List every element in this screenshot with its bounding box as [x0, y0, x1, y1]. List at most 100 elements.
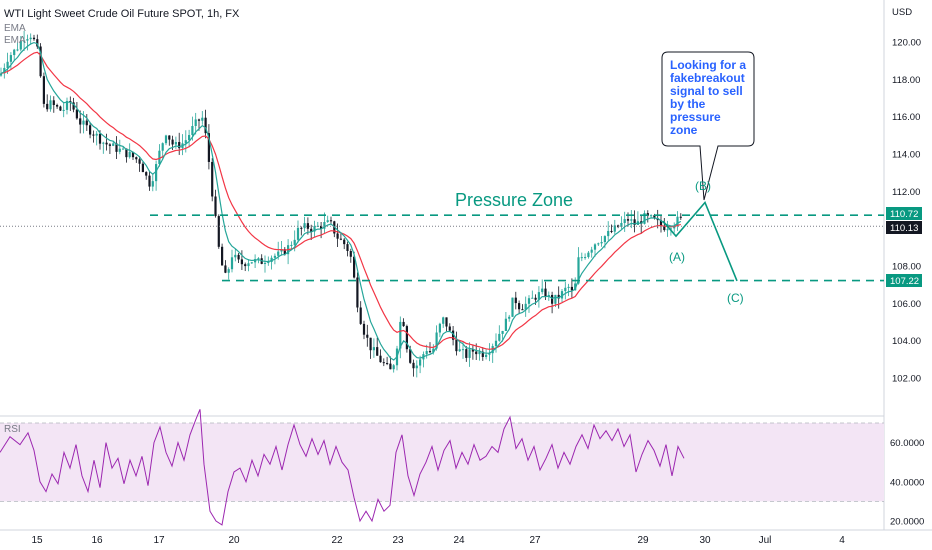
candle-body: [676, 216, 679, 226]
candle-body: [461, 349, 465, 351]
candle-body: [508, 316, 511, 319]
candle: [194, 112, 197, 135]
candle: [336, 223, 339, 248]
candle: [75, 101, 78, 120]
candle-body: [458, 349, 461, 352]
candle-body: [227, 269, 230, 273]
time-tick-label: 30: [699, 535, 711, 546]
candle: [85, 114, 88, 131]
candle-body: [0, 73, 3, 76]
candle-body: [92, 134, 95, 136]
candle-body: [359, 307, 362, 324]
candle-body: [178, 142, 181, 149]
candle: [468, 342, 471, 367]
candle: [570, 278, 573, 298]
candle-body: [234, 254, 237, 258]
candle: [59, 105, 62, 112]
time-tick-label: 27: [529, 535, 541, 546]
candle: [65, 97, 69, 115]
candle-body: [659, 220, 663, 226]
chart-title: WTI Light Sweet Crude Oil Future SPOT, 1…: [4, 8, 240, 20]
candle: [151, 173, 154, 192]
candle-body: [89, 125, 92, 135]
candle: [587, 250, 590, 259]
candle: [498, 325, 501, 342]
candle-body: [445, 317, 448, 327]
candle: [620, 216, 623, 229]
candle-body: [349, 250, 352, 257]
candle-body: [511, 297, 514, 317]
time-tick-label: 20: [228, 535, 240, 546]
candle: [224, 260, 227, 274]
candle: [234, 248, 237, 262]
candle: [650, 214, 653, 218]
candle-body: [145, 172, 148, 176]
candle: [366, 324, 369, 347]
candle-body: [455, 339, 458, 352]
price-tick-label: 102.00: [892, 374, 921, 385]
candle: [207, 124, 210, 170]
candle-body: [250, 262, 253, 264]
price-axis[interactable]: USD 120.00 118.00 116.00 114.00 112.00 108.00…: [886, 7, 922, 385]
candle: [590, 246, 593, 258]
candle-body: [554, 294, 557, 304]
candle-body: [666, 229, 669, 231]
candle-body: [551, 294, 554, 304]
time-axis[interactable]: 15 16 17 20 22 23 24 27 29 30 Jul 4: [31, 535, 845, 546]
candle-body: [613, 225, 616, 232]
candle-body: [653, 215, 656, 219]
candle-body: [498, 333, 501, 341]
candle: [514, 291, 517, 310]
candle: [178, 132, 181, 155]
candle: [508, 314, 511, 322]
candle: [679, 213, 682, 220]
candle: [42, 72, 45, 108]
candle-body: [49, 100, 52, 110]
candle-body: [339, 238, 342, 240]
candle: [300, 226, 303, 236]
candle: [164, 134, 168, 146]
candle: [89, 121, 92, 139]
candle: [217, 214, 220, 249]
candle: [518, 300, 521, 315]
candle: [455, 331, 458, 356]
candle: [247, 259, 250, 272]
candle: [138, 156, 141, 172]
candle-body: [481, 351, 484, 357]
candle: [485, 349, 488, 360]
indicator-label-ema-2[interactable]: EMA: [4, 35, 26, 46]
level-current-badge: [886, 221, 922, 234]
candle-body: [174, 142, 177, 145]
candle-body: [471, 349, 474, 352]
candle: [610, 224, 613, 234]
callout-line-6: zone: [670, 123, 698, 137]
callout-line-2: fakebreakout: [670, 71, 745, 85]
candle: [174, 136, 177, 149]
candle-body: [389, 363, 392, 370]
candle-body: [366, 334, 369, 338]
price-tick-label: 104.00: [892, 336, 921, 347]
candle: [676, 211, 679, 231]
candle: [412, 359, 415, 377]
candle-body: [263, 262, 267, 264]
candle: [316, 221, 319, 228]
candle-body: [590, 249, 593, 253]
candle-body: [329, 220, 333, 222]
candle-body: [415, 365, 418, 369]
candle-body: [65, 100, 69, 110]
candle: [643, 210, 646, 225]
candle-body: [141, 163, 144, 173]
candle: [326, 215, 329, 223]
candle-body: [580, 257, 583, 259]
candle: [214, 189, 217, 218]
rsi-pane[interactable]: RSI 60.0000 40.0000 20.0000: [0, 409, 924, 528]
candle-body: [399, 321, 402, 349]
candle-body: [593, 244, 597, 250]
indicator-label-ema-1[interactable]: EMA: [4, 23, 26, 34]
candle-body: [630, 219, 633, 221]
candle: [521, 304, 524, 311]
candle-body: [584, 257, 587, 259]
currency-label: USD: [892, 7, 912, 18]
rsi-label: RSI: [4, 424, 21, 435]
